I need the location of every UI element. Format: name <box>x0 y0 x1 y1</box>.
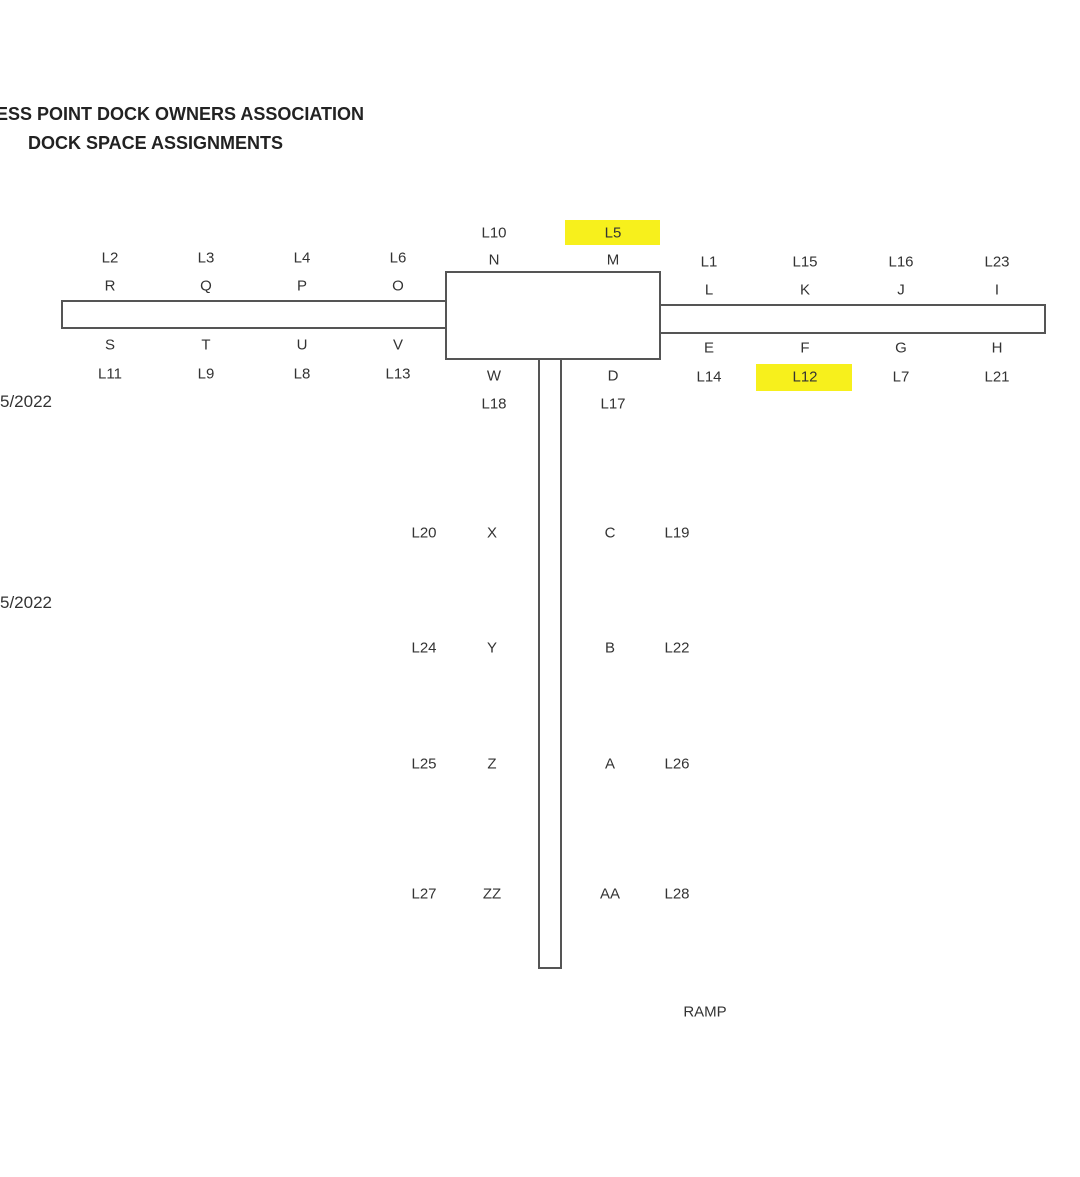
owner-label: L13 <box>385 365 411 383</box>
slip-label: C <box>604 524 616 542</box>
owner-label: L16 <box>888 253 914 271</box>
owner-label-highlighted: L5 <box>604 224 622 242</box>
owner-label: L15 <box>792 253 818 271</box>
owner-label: L22 <box>664 639 690 657</box>
slip-label: E <box>703 339 715 357</box>
owner-label: L26 <box>664 755 690 773</box>
slip-label: L <box>704 281 714 299</box>
dock-right-arm <box>657 304 1046 334</box>
owner-label: L9 <box>197 365 215 383</box>
owner-label: L27 <box>411 885 437 903</box>
slip-label: N <box>488 251 500 269</box>
owner-label: L24 <box>411 639 437 657</box>
owner-label: L23 <box>984 253 1010 271</box>
slip-label: R <box>104 277 116 295</box>
slip-label: Q <box>200 277 212 295</box>
owner-label: L14 <box>696 368 722 386</box>
title-line-1: ESS POINT DOCK OWNERS ASSOCIATION <box>0 104 365 124</box>
side-date: 5/2022 <box>0 392 52 411</box>
slip-label: I <box>994 281 1000 299</box>
owner-label: L25 <box>411 755 437 773</box>
owner-label: L10 <box>481 224 507 242</box>
owner-label-highlighted: L12 <box>792 368 818 386</box>
owner-label: L17 <box>600 395 626 413</box>
owner-label: L4 <box>293 249 311 267</box>
owner-label: L1 <box>700 253 718 271</box>
slip-label: T <box>201 336 211 354</box>
slip-label: W <box>486 367 502 385</box>
slip-label: D <box>607 367 619 385</box>
slip-label: G <box>895 339 907 357</box>
slip-label: Y <box>486 639 498 657</box>
dock-stem <box>538 356 562 969</box>
slip-label: M <box>606 251 620 269</box>
slip-label: F <box>800 339 810 357</box>
side-date: 5/2022 <box>0 593 52 612</box>
slip-label: X <box>486 524 498 542</box>
owner-label: L6 <box>389 249 407 267</box>
dock-center-platform <box>445 271 661 360</box>
slip-label: A <box>604 755 616 773</box>
slip-label: O <box>392 277 404 295</box>
slip-label: P <box>296 277 308 295</box>
owner-label: L7 <box>892 368 910 386</box>
slip-label: H <box>991 339 1003 357</box>
slip-label: S <box>104 336 116 354</box>
owner-label: L11 <box>98 365 122 383</box>
slip-label: K <box>799 281 811 299</box>
slip-label: Z <box>487 755 497 773</box>
slip-label: ZZ <box>482 885 502 903</box>
highlight-l12 <box>756 364 852 391</box>
slip-label: AA <box>599 885 621 903</box>
title-line-2: DOCK SPACE ASSIGNMENTS <box>28 133 284 153</box>
owner-label: L3 <box>197 249 215 267</box>
slip-label: J <box>897 281 905 299</box>
slip-label: U <box>296 336 308 354</box>
owner-label: L19 <box>664 524 690 542</box>
slip-label: B <box>604 639 616 657</box>
owner-label: L21 <box>984 368 1010 386</box>
owner-label: L18 <box>481 395 507 413</box>
owner-label: L28 <box>664 885 690 903</box>
highlight-l5 <box>565 220 660 245</box>
owner-label: L2 <box>101 249 119 267</box>
slip-label: V <box>392 336 404 354</box>
owner-label: L8 <box>293 365 311 383</box>
dock-left-arm <box>61 300 449 329</box>
owner-label: L20 <box>411 524 437 542</box>
ramp-label: RAMP <box>683 1003 727 1021</box>
